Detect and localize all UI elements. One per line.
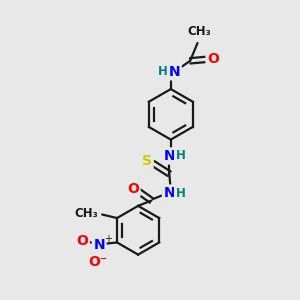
Text: O: O bbox=[127, 182, 139, 196]
Text: H: H bbox=[176, 149, 185, 162]
Text: N: N bbox=[169, 65, 180, 79]
Text: O: O bbox=[76, 234, 88, 248]
Text: O: O bbox=[207, 52, 219, 66]
Text: N: N bbox=[93, 238, 105, 252]
Text: +: + bbox=[104, 235, 112, 244]
Text: N: N bbox=[164, 186, 175, 200]
Text: O⁻: O⁻ bbox=[88, 255, 107, 269]
Text: H: H bbox=[158, 65, 167, 78]
Text: S: S bbox=[142, 154, 152, 168]
Text: CH₃: CH₃ bbox=[187, 25, 211, 38]
Text: N: N bbox=[164, 149, 175, 163]
Text: H: H bbox=[176, 187, 185, 200]
Text: CH₃: CH₃ bbox=[74, 206, 98, 220]
